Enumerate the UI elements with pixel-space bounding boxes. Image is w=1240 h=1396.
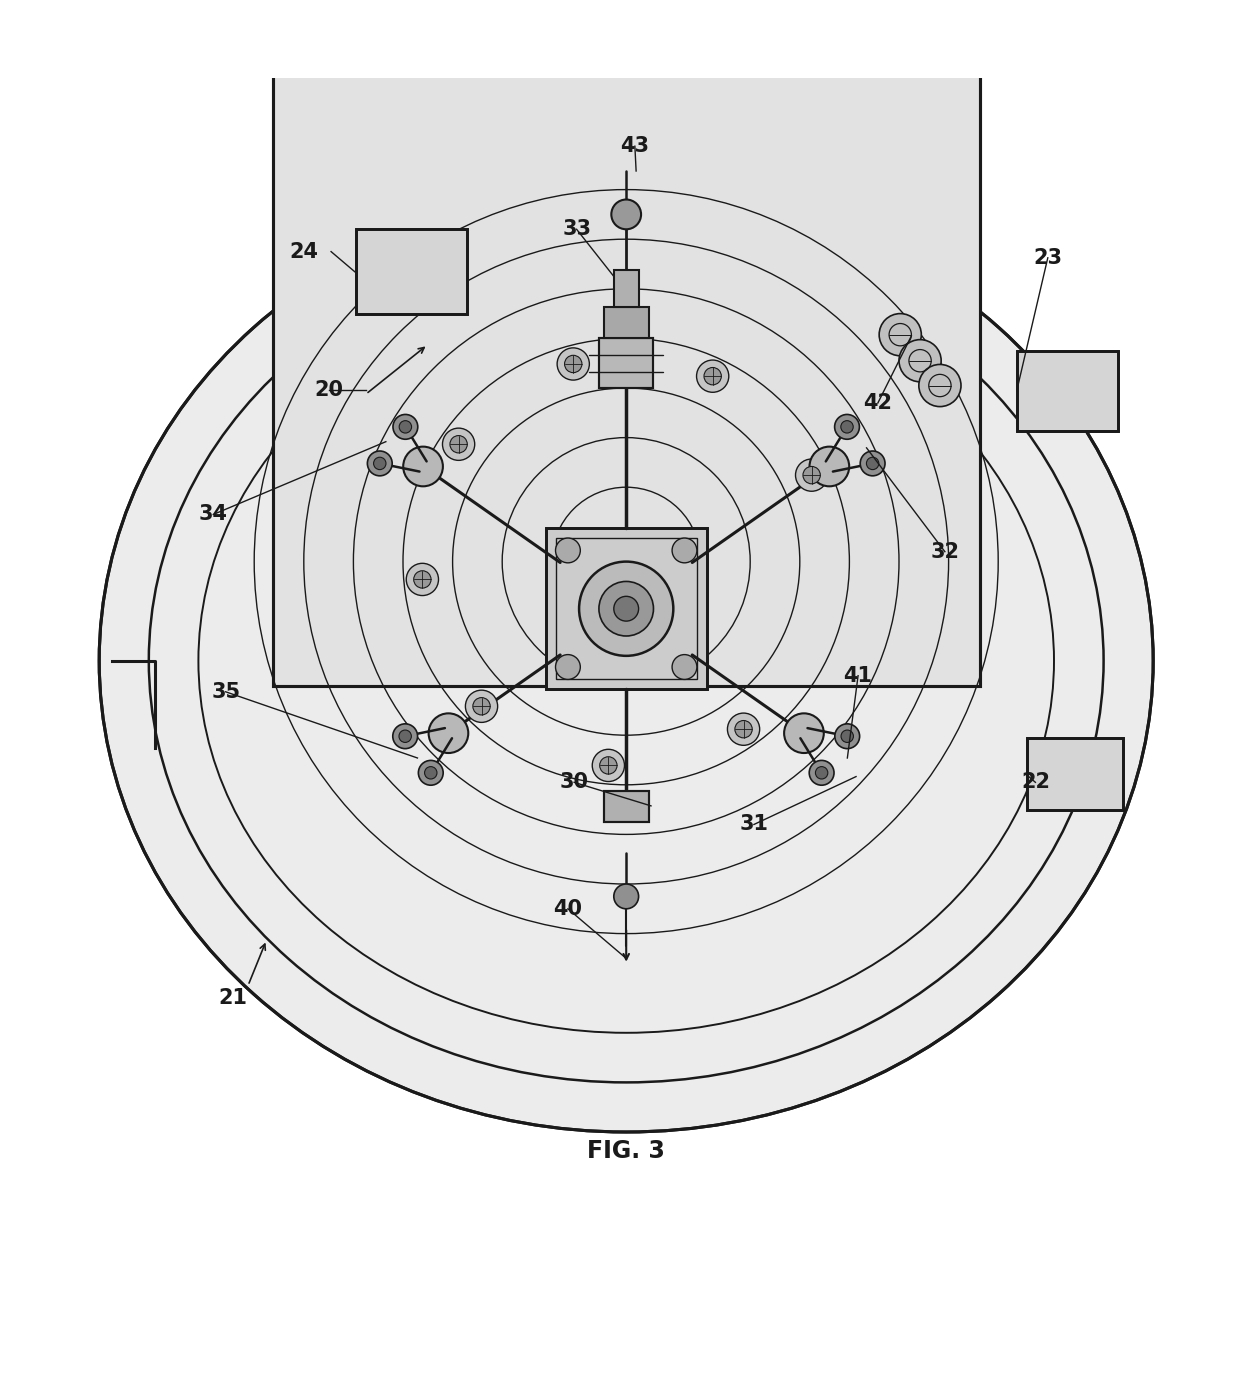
- Text: 31: 31: [739, 814, 769, 835]
- Circle shape: [611, 200, 641, 229]
- Circle shape: [867, 458, 879, 469]
- Circle shape: [861, 451, 885, 476]
- Bar: [1017, 350, 1118, 431]
- Circle shape: [399, 730, 412, 743]
- Bar: [1027, 737, 1123, 810]
- Bar: [1017, 350, 1118, 431]
- Circle shape: [600, 757, 618, 775]
- Circle shape: [672, 537, 697, 563]
- Circle shape: [414, 571, 432, 588]
- Text: FIG. 3: FIG. 3: [588, 1139, 665, 1163]
- Circle shape: [557, 348, 589, 380]
- Bar: [604, 792, 649, 822]
- Circle shape: [614, 884, 639, 909]
- Circle shape: [593, 750, 625, 782]
- Bar: [546, 528, 707, 690]
- Circle shape: [599, 582, 653, 637]
- Text: 22: 22: [1021, 772, 1050, 793]
- Circle shape: [816, 766, 828, 779]
- Circle shape: [919, 364, 961, 406]
- Bar: [599, 338, 653, 388]
- Circle shape: [556, 537, 580, 563]
- Circle shape: [403, 447, 443, 486]
- Text: 32: 32: [930, 542, 960, 561]
- Circle shape: [810, 761, 835, 785]
- Circle shape: [697, 360, 729, 392]
- Circle shape: [450, 436, 467, 452]
- Text: 41: 41: [843, 666, 873, 685]
- Text: 35: 35: [211, 681, 241, 702]
- Bar: [273, 28, 980, 685]
- Circle shape: [564, 356, 582, 373]
- Text: 30: 30: [559, 772, 589, 793]
- Text: 40: 40: [553, 899, 583, 919]
- Circle shape: [399, 420, 412, 433]
- Circle shape: [393, 415, 418, 440]
- Circle shape: [841, 730, 853, 743]
- Bar: [614, 271, 639, 307]
- Circle shape: [418, 761, 443, 785]
- Bar: [604, 307, 649, 338]
- Circle shape: [424, 766, 436, 779]
- Circle shape: [393, 725, 418, 748]
- Text: 21: 21: [218, 988, 248, 1008]
- Bar: [556, 537, 697, 680]
- Circle shape: [367, 451, 392, 476]
- Circle shape: [879, 314, 921, 356]
- Circle shape: [443, 429, 475, 461]
- Circle shape: [796, 459, 828, 491]
- Circle shape: [899, 339, 941, 381]
- Circle shape: [472, 698, 490, 715]
- Ellipse shape: [99, 190, 1153, 1132]
- Text: 42: 42: [863, 392, 893, 413]
- Text: 24: 24: [289, 242, 319, 261]
- Circle shape: [556, 655, 580, 680]
- Circle shape: [841, 420, 853, 433]
- Circle shape: [672, 655, 697, 680]
- Circle shape: [614, 596, 639, 621]
- Circle shape: [728, 713, 760, 745]
- Circle shape: [579, 561, 673, 656]
- Circle shape: [810, 447, 849, 486]
- Circle shape: [835, 415, 859, 440]
- Circle shape: [835, 725, 859, 748]
- Bar: [356, 229, 467, 314]
- Circle shape: [407, 564, 439, 596]
- Text: 33: 33: [562, 219, 591, 239]
- Bar: [1027, 737, 1123, 810]
- Circle shape: [704, 367, 722, 385]
- Circle shape: [735, 720, 753, 738]
- Text: 23: 23: [1033, 248, 1063, 268]
- Bar: [599, 338, 653, 388]
- Text: 43: 43: [620, 137, 650, 156]
- Bar: [273, 28, 980, 685]
- Bar: [546, 528, 707, 690]
- Circle shape: [373, 458, 386, 469]
- Circle shape: [429, 713, 469, 752]
- Text: 34: 34: [198, 504, 228, 525]
- Circle shape: [784, 713, 823, 752]
- Circle shape: [465, 690, 497, 722]
- Circle shape: [804, 466, 821, 484]
- Bar: [604, 792, 649, 822]
- Bar: [356, 229, 467, 314]
- Text: 20: 20: [314, 381, 343, 401]
